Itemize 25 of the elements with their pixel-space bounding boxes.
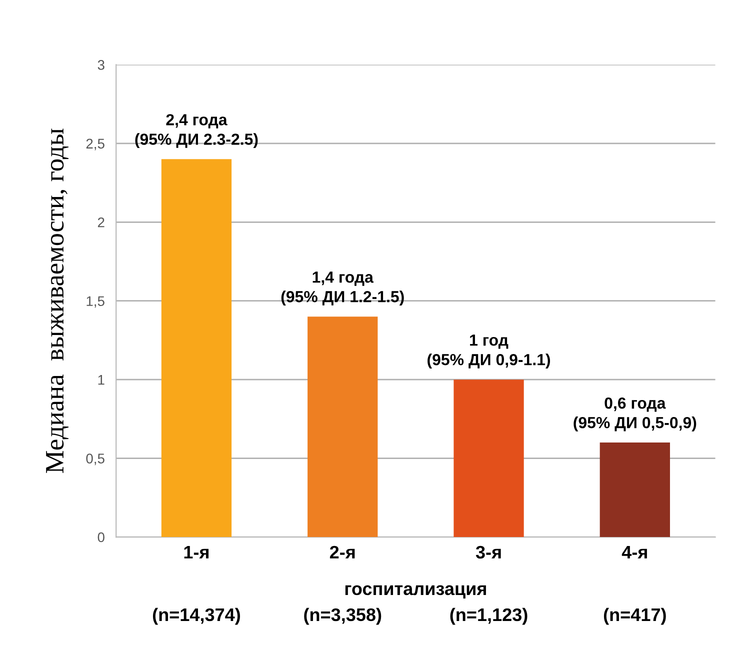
y-tick-label: 2,5 — [86, 138, 104, 150]
bar — [454, 380, 524, 538]
y-tick-label: 0 — [98, 532, 104, 542]
x-axis-title: госпитализация — [345, 585, 486, 599]
text: (n=417) — [604, 608, 666, 625]
y-tick-label: 3 — [98, 60, 104, 70]
x-tick-label: 2-я — [330, 546, 355, 558]
bar — [600, 442, 670, 538]
y-tick-label: 1 — [98, 375, 104, 385]
data-label: 0,6 года (95% ДИ 0,5-0,9) — [574, 397, 696, 432]
y-tick-label: 1,5 — [86, 296, 104, 308]
x-tick-label: 3-я — [476, 546, 501, 559]
data-label: 1 год (95% ДИ 0,9-1.1) — [428, 334, 550, 368]
x-tick-label: 4-я — [622, 546, 647, 558]
y-axis-title: Медиана выживаемости, годы — [46, 128, 68, 473]
text: (n=3,358) — [304, 608, 382, 625]
text: (n=1,123) — [450, 608, 528, 625]
data-label: 2,4 года (95% ДИ 2.3-2.5) — [135, 114, 258, 148]
x-tick-label: 1-я — [184, 546, 209, 558]
y-tick-label: 0,5 — [86, 454, 104, 466]
bar — [308, 316, 378, 538]
y-tick-label: 2 — [98, 217, 104, 228]
text: (n=14,374) — [152, 608, 240, 625]
bar — [161, 159, 232, 538]
data-label: 1,4 года (95% ДИ 1.2-1.5) — [281, 272, 404, 306]
